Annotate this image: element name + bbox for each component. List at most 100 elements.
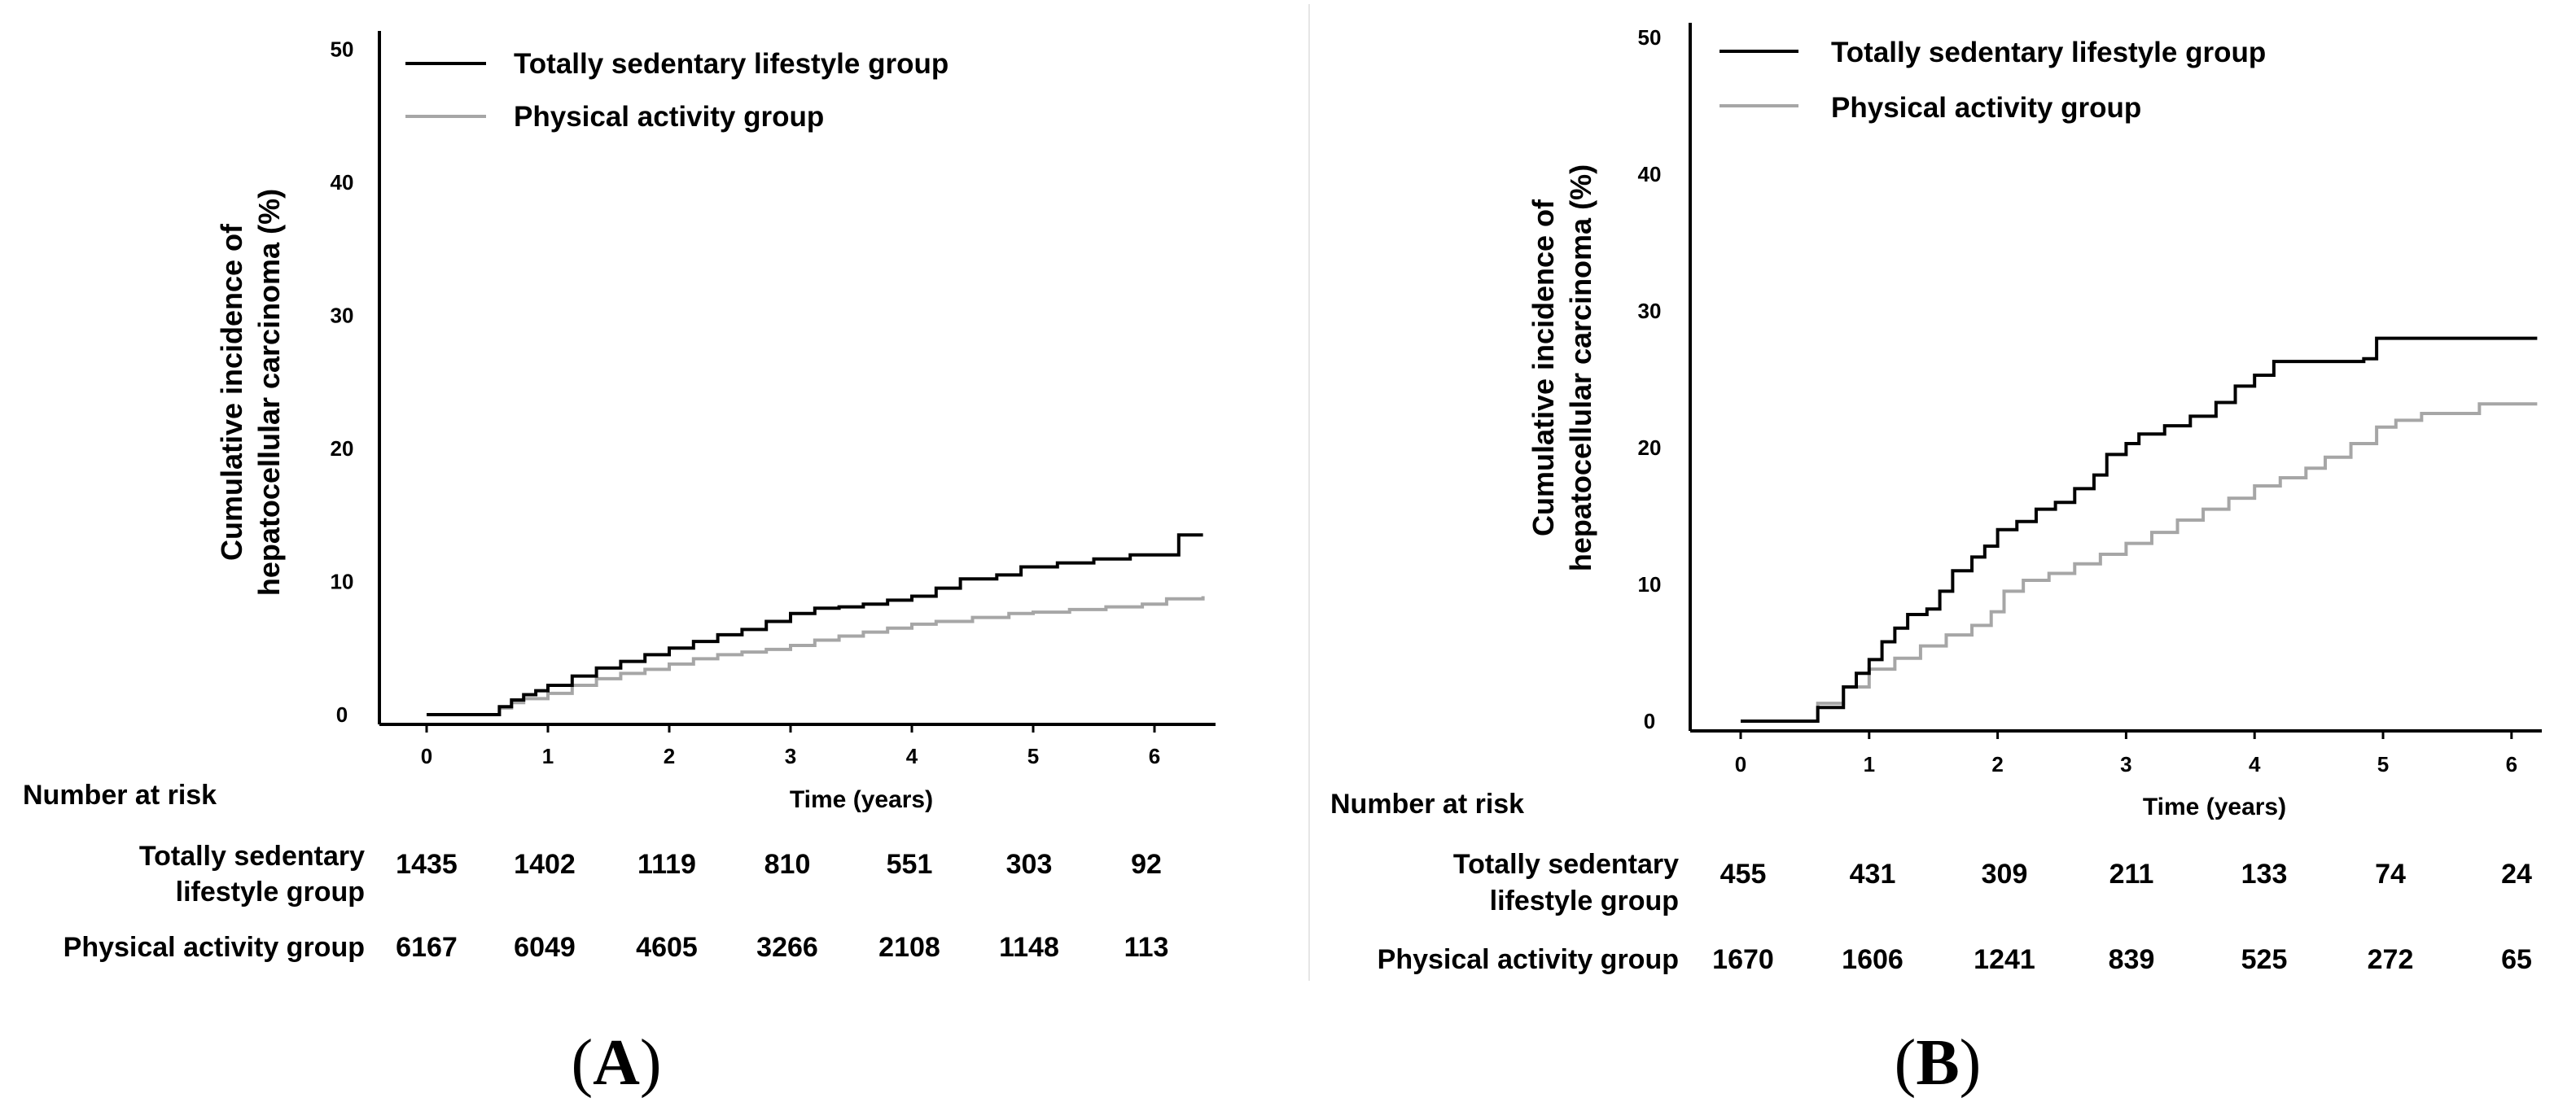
panel-b-risk-row1-label-line2: lifestyle group	[1490, 886, 1679, 916]
panel-a-x-tick-5: 5	[1027, 744, 1039, 768]
panel-a-risk-row1-label-line2: lifestyle group	[176, 877, 365, 908]
panel-a-x-tick-3: 3	[785, 744, 796, 768]
panel-b-risk-row2-label: Physical activity group	[1378, 944, 1679, 975]
panel-b-series-physical-activity	[1741, 402, 2538, 723]
panel-a-x-tick-4: 4	[906, 744, 918, 768]
panel-a-y-tick-30: 30	[331, 304, 354, 328]
panel-a-risk-row1-value: 1402	[514, 849, 576, 880]
panel-b-risk-table: Number at risk Totally sedentary lifesty…	[1330, 789, 2532, 975]
panel-a-y-label-line2: hepatocellular carcinoma (%)	[252, 189, 286, 596]
panel-b-label-open: (	[1895, 1027, 1917, 1099]
panel-a-label-close: )	[640, 1027, 662, 1099]
panel-b-x-tick-0: 0	[1735, 752, 1746, 776]
panel-b-y-tick-30: 30	[1638, 299, 1662, 323]
panel-a-risk-row2-value: 3266	[756, 932, 818, 963]
panel-b-y-label-line1: Cumulative incidence of	[1527, 199, 1560, 536]
panel-a-label-open: (	[571, 1027, 593, 1099]
panel-b-y-tick-40: 40	[1638, 162, 1662, 186]
panel-a-y-label-line1: Cumulative incidence of	[215, 223, 248, 561]
panel-b: Cumulative incidence of hepatocellular c…	[1330, 23, 2542, 1099]
panel-a-risk-row1-value: 1119	[637, 849, 696, 880]
panel-a: Cumulative incidence of hepatocellular c…	[23, 31, 1216, 1099]
panel-b-y-label: Cumulative incidence of hepatocellular c…	[1527, 164, 1597, 571]
panel-a-risk-row1-value: 92	[1131, 849, 1162, 880]
panel-b-risk-values: 455 431 309 211 133 74 24 1670 1606 1241 839 525 272…	[1712, 859, 2532, 975]
panel-b-risk-row2-value: 65	[2501, 944, 2532, 975]
panel-a-series-sedentary	[427, 533, 1203, 716]
panel-b-x-tick-3: 3	[2120, 752, 2131, 776]
panel-a-x-tick-0: 0	[421, 744, 432, 768]
panel-b-y-tick-10: 10	[1638, 572, 1662, 597]
panel-a-risk-values: 1435 1402 1119 810 551 303 92 6167 6049 4605 3266 2…	[396, 849, 1168, 963]
panel-a-y-tick-50: 50	[331, 37, 354, 62]
panel-b-risk-row2-value: 1241	[1974, 944, 2035, 975]
panel-b-risk-row2-value: 525	[2241, 944, 2288, 975]
panel-a-x-tick-labels: 0 1 2 3 4 5 6	[421, 744, 1160, 768]
panel-b-risk-row1-value: 74	[2375, 859, 2406, 890]
panel-b-y-tick-50: 50	[1638, 25, 1662, 50]
panel-b-x-label: Time (years)	[2143, 794, 2286, 820]
panel-a-y-tick-40: 40	[331, 170, 354, 195]
panel-b-tick-marks	[1739, 731, 2513, 739]
panel-b-risk-row1-value: 24	[2501, 859, 2532, 890]
panel-a-legend-label-sedentary: Totally sedentary lifestyle group	[514, 48, 948, 80]
panel-b-risk-row1-value: 309	[1982, 859, 2028, 890]
panel-b-legend-label-physical: Physical activity group	[1831, 92, 2141, 124]
panel-a-risk-row2-value: 2108	[878, 932, 940, 963]
panel-a-risk-row2-label: Physical activity group	[64, 932, 365, 963]
panel-b-label-letter: B	[1916, 1027, 1959, 1099]
panel-b-y-tick-20: 20	[1638, 435, 1662, 460]
panel-a-x-tick-6: 6	[1149, 744, 1160, 768]
panel-a-y-tick-0: 0	[336, 702, 348, 727]
panel-a-series-physical-activity	[427, 596, 1205, 716]
panel-a-risk-row1-value: 1435	[396, 849, 458, 880]
panel-b-risk-row2-value: 272	[2368, 944, 2414, 975]
panel-b-y-tick-labels: 0 10 20 30 40 50	[1638, 25, 1662, 733]
panel-a-x-label: Time (years)	[790, 786, 933, 813]
panel-b-x-tick-5: 5	[2377, 752, 2389, 776]
panel-b-risk-row2-value: 1606	[1842, 944, 1904, 975]
panel-a-legend: Totally sedentary lifestyle group Physic…	[405, 48, 948, 133]
panel-b-risk-row1-value: 431	[1850, 859, 1896, 890]
panel-a-tick-marks	[425, 724, 1156, 733]
panel-b-risk-row2-value: 1670	[1712, 944, 1774, 975]
panel-b-label-close: )	[1960, 1027, 1982, 1099]
panel-b-x-tick-1: 1	[1864, 752, 1875, 776]
panel-a-risk-row1-value: 303	[1006, 849, 1053, 880]
panel-b-risk-row1-value: 455	[1720, 859, 1767, 890]
panel-b-x-tick-4: 4	[2249, 752, 2261, 776]
panel-b-y-label-line2: hepatocellular carcinoma (%)	[1564, 164, 1597, 571]
panel-b-series-sedentary	[1741, 336, 2538, 723]
panel-a-risk-title: Number at risk	[23, 780, 217, 811]
panel-b-x-tick-2: 2	[1991, 752, 2003, 776]
panel-b-label: (B)	[1895, 1027, 1982, 1099]
panel-a-x-tick-1: 1	[542, 744, 554, 768]
panel-a-risk-row2-value: 6167	[396, 932, 458, 963]
panel-b-risk-row2-value: 839	[2109, 944, 2155, 975]
panel-b-legend: Totally sedentary lifestyle group Physic…	[1720, 37, 2266, 124]
panel-a-risk-row2-value: 1148	[999, 932, 1059, 963]
panel-b-risk-row1-label-line1: Totally sedentary	[1453, 849, 1679, 880]
panel-b-x-tick-labels: 0 1 2 3 4 5 6	[1735, 752, 2517, 776]
panel-a-risk-row2-value: 6049	[514, 932, 576, 963]
panel-b-y-tick-0: 0	[1644, 709, 1655, 733]
panel-b-x-tick-6: 6	[2506, 752, 2517, 776]
panel-a-legend-label-physical: Physical activity group	[514, 101, 824, 133]
panel-a-risk-row2-value: 4605	[636, 932, 698, 963]
panel-b-risk-row1-value: 133	[2241, 859, 2288, 890]
panel-a-x-tick-2: 2	[664, 744, 675, 768]
panel-a-label: (A)	[571, 1027, 661, 1099]
panel-a-risk-table: Number at risk Totally sedentary lifesty…	[23, 780, 1168, 963]
panel-b-risk-row1-value: 211	[2109, 859, 2154, 890]
panel-a-y-label: Cumulative incidence of hepatocellular c…	[215, 189, 286, 596]
panel-a-label-letter: A	[593, 1027, 640, 1099]
panel-b-legend-label-sedentary: Totally sedentary lifestyle group	[1831, 37, 2266, 68]
panel-a-risk-row1-label-line1: Totally sedentary	[139, 841, 365, 872]
panel-a-y-tick-10: 10	[331, 570, 354, 594]
panel-a-y-tick-20: 20	[331, 436, 354, 461]
panel-a-risk-row1-value: 810	[764, 849, 811, 880]
panel-a-y-tick-labels: 0 10 20 30 40 50	[331, 37, 354, 728]
panel-a-risk-row1-value: 551	[887, 849, 933, 880]
panel-b-risk-title: Number at risk	[1330, 789, 1524, 820]
